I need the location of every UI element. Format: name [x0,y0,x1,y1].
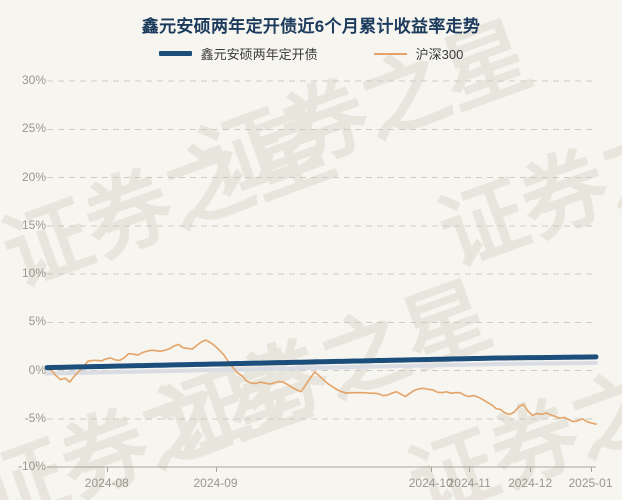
x-axis-tick-label: 2024-09 [193,476,238,490]
y-axis-tick-label: 25% [21,121,46,136]
legend-item-index[interactable]: 沪深300 [373,44,464,63]
legend-swatch-fund-icon [158,51,192,56]
y-axis-tick-label: 5% [28,314,46,329]
y-axis-tick-label: 0% [28,362,46,377]
legend-item-fund[interactable]: 鑫元安硕两年定开债 [158,44,318,63]
x-axis-tick-label: 2024-12 [508,476,553,490]
y-axis-tick-label: 20% [21,169,46,184]
fund-line-shadow [45,360,598,376]
chart-legend: 鑫元安硕两年定开债 沪深300 [0,44,622,63]
legend-swatch-index-icon [373,52,407,55]
x-axis-tick-label: 2024-11 [447,476,491,490]
x-axis-tick-label: 2024-10 [408,476,453,490]
y-axis-tick-label: 15% [21,217,46,232]
series-line-index [46,339,597,425]
legend-label-index: 沪深300 [415,47,464,62]
y-axis-tick-label: -10% [17,459,46,473]
y-axis-tick-label: 30% [21,73,46,87]
x-axis-tick-label: 2025-01 [568,476,613,490]
legend-label-fund: 鑫元安硕两年定开债 [200,47,318,62]
y-axis-tick-label: -5% [24,410,46,425]
y-axis-tick-label: 10% [21,266,46,280]
page-title: 鑫元安硕两年定开债近6个月累计收益率走势 [141,17,481,36]
series-line-fund [44,354,599,371]
x-axis-tick-label: 2024-08 [84,476,129,490]
